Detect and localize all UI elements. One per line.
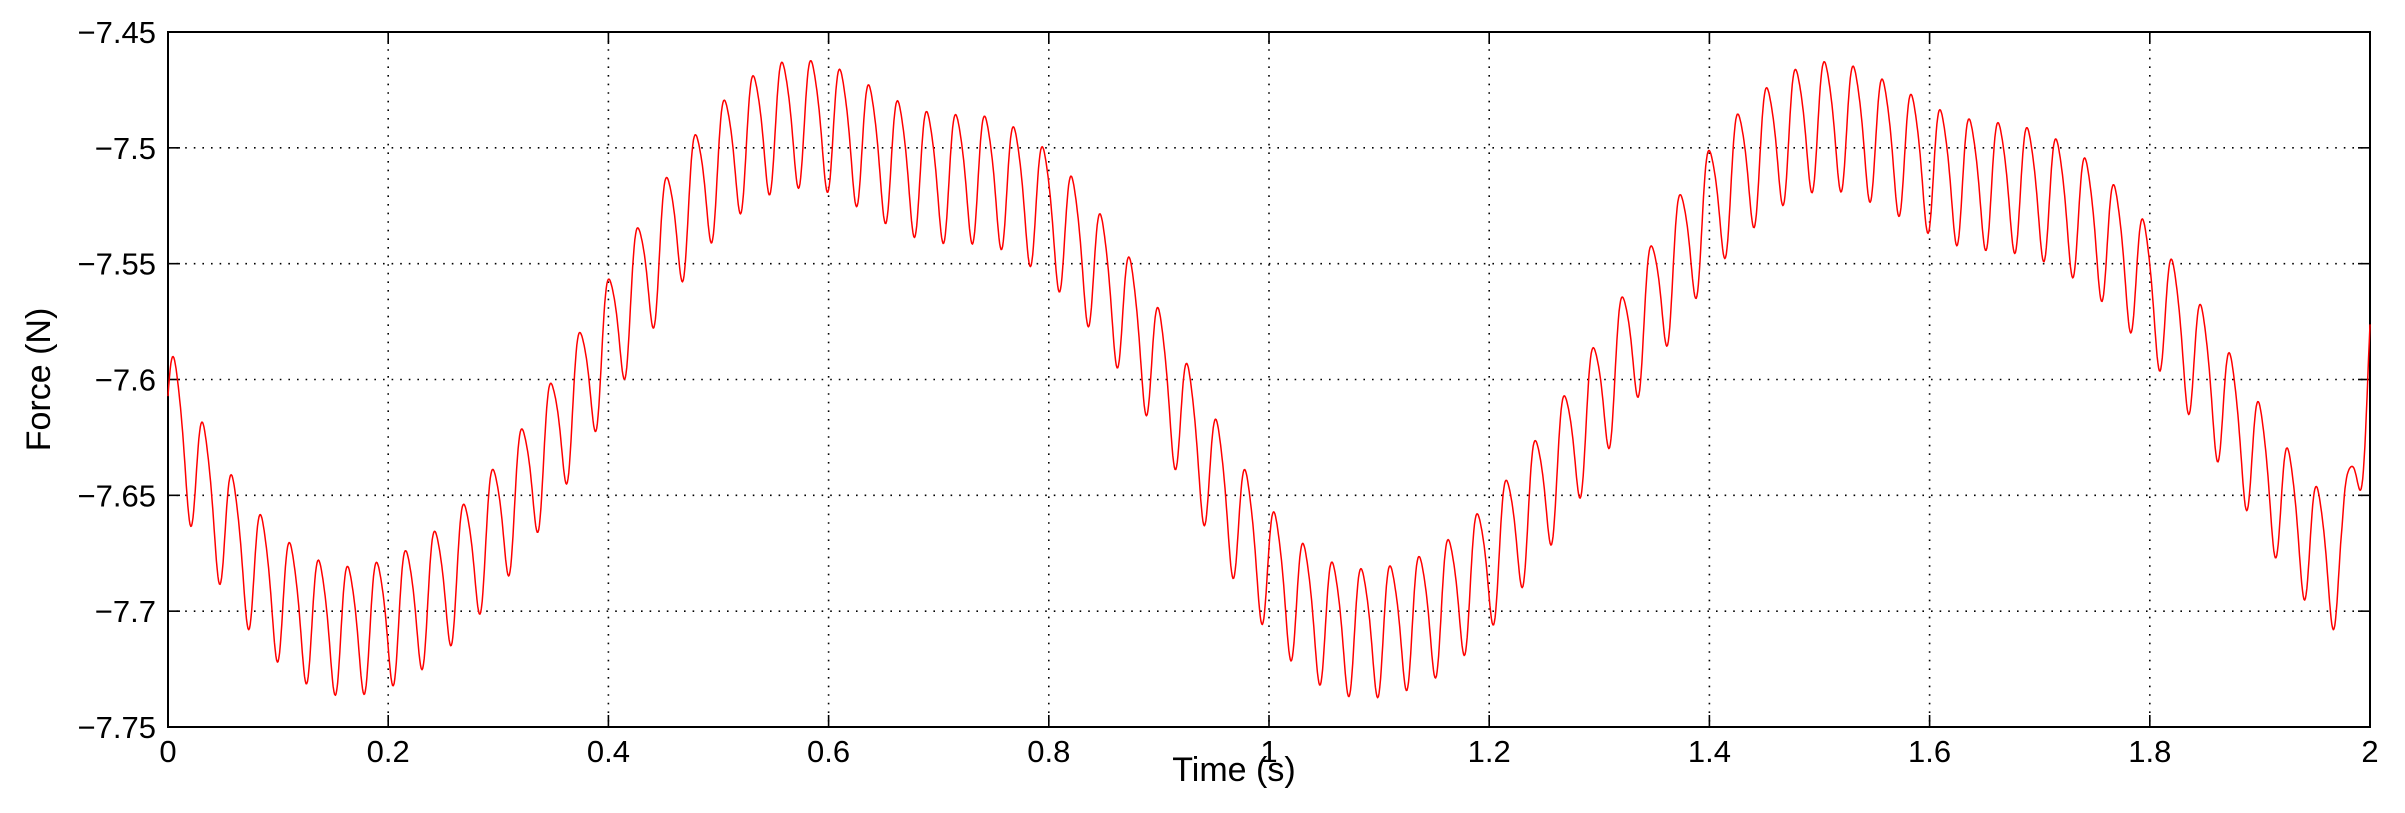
y-tick-label: −7.45 <box>78 15 156 50</box>
y-tick-label: −7.65 <box>78 478 156 513</box>
y-tick-label: −7.55 <box>78 247 156 282</box>
series-group <box>167 59 2371 699</box>
y-tick-label: −7.6 <box>95 363 156 398</box>
x-tick-label: 1.2 <box>1468 734 1511 769</box>
x-tick-label: 0.4 <box>587 734 630 769</box>
y-tick-label: −7.7 <box>95 594 156 629</box>
y-tick-label: −7.5 <box>95 131 156 166</box>
x-tick-label: 1.4 <box>1688 734 1731 769</box>
x-tick-label: 1.8 <box>2128 734 2171 769</box>
y-tick-label: −7.75 <box>78 710 156 745</box>
x-tick-label: 0.6 <box>807 734 850 769</box>
x-tick-label: 2 <box>2361 734 2378 769</box>
series-line-0 <box>167 59 2371 699</box>
x-axis-label: Time (s) <box>1172 751 1295 789</box>
x-tick-label: 0 <box>159 734 176 769</box>
x-tick-label: 0.8 <box>1027 734 1070 769</box>
x-tick-label: 0.2 <box>367 734 410 769</box>
axis-ticks <box>167 31 2371 728</box>
tick-labels: 0 0.2 0.4 0.6 0.8 1 1.2 1.4 1.6 1.8 2 −7.45 −7.5 −7.5… <box>78 15 2379 769</box>
y-axis-label: Force (N) <box>20 308 58 452</box>
x-tick-label: 1.6 <box>1908 734 1951 769</box>
grid-lines <box>168 32 2370 727</box>
x-tick-label: 1 <box>1260 734 1277 769</box>
